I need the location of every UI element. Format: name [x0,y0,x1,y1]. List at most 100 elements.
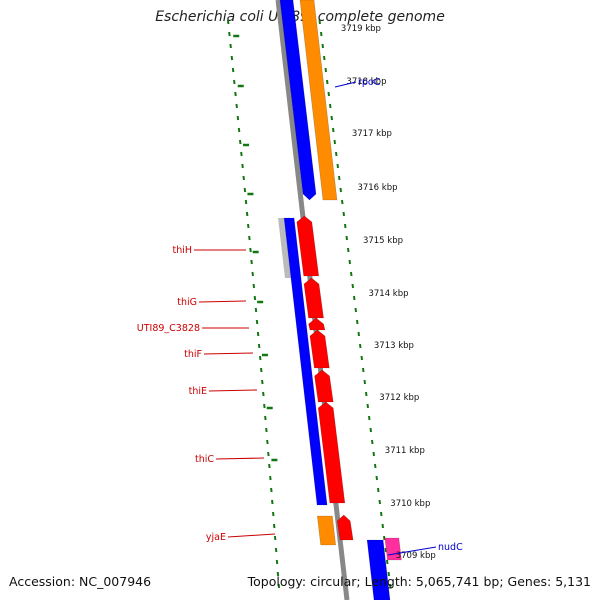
tick-label: 3716 kbp [357,183,397,193]
gc-dot-right [359,343,362,349]
genome-summary-text: Topology: circular; Length: 5,065,741 bp… [247,574,591,589]
tick-label: 3710 kbp [390,499,430,509]
feature-orange-rpoc [299,0,338,201]
gc-dot-left [234,91,237,97]
gc-dot-right [336,163,339,169]
tick-3717-kbp: 3717 kbp [352,129,392,139]
gc-dot-left [228,31,231,37]
gc-dot-left [238,139,242,145]
gc-dot-left [243,187,247,193]
gc-dot-right [387,571,390,577]
gc-dot-left [263,403,266,409]
gc-dot-right [338,175,341,181]
gene-name: thiG [177,297,197,308]
gc-dot-right [386,559,389,565]
gc-dot-left [248,235,251,241]
gc-dot-right [368,415,371,421]
gc-dot-right [365,391,368,397]
gc-dot-left [240,151,243,157]
gc-dot-left [226,19,230,25]
gene-label-rpoc: rpoC [334,77,381,88]
gc-dot-left [253,295,257,301]
gc-dot-right [345,235,348,241]
gc-dot-left [266,439,269,445]
cds-forward-rpoc [279,0,317,201]
leader-line [387,546,437,556]
tick-3715-kbp: 3715 kbp [363,236,403,246]
gc-dot-right [339,187,342,193]
gc-dot-right [353,295,356,301]
gc-dot-left [258,355,262,361]
gc-dot-left [264,415,267,421]
gc-dot-right [360,355,363,361]
gc-dot-right [372,451,375,457]
gc-dot-left [254,307,258,313]
gc-dot-right [354,307,357,313]
gc-dot-left [236,115,240,121]
gc-dot-right [329,103,332,109]
gc-dot-right [323,55,326,61]
cds-thig [303,277,324,319]
tick-3718-kbp: 3718 kbp [346,77,386,87]
leader-line [198,300,247,303]
gc-dot-right [335,151,338,157]
cds-uti89-c3828 [308,317,326,331]
gc-dot-left [260,367,263,373]
tick-3711-kbp: 3711 kbp [385,446,425,456]
gene-name: nudC [438,542,463,553]
gc-dot-right [377,487,380,493]
gc-dot-right [344,223,347,229]
kbp-ticks: 3719 kbp 3718 kbp 3717 kbp 3716 kbp 3715 kbp… [341,24,436,561]
gc-dot-left [241,163,244,169]
gc-dot-right [341,199,344,205]
gc-dot-right [380,511,383,517]
gc-dot-left [242,175,245,181]
gc-dot-right [366,403,369,409]
gc-dot-left [244,199,248,205]
gc-dot-left [235,103,238,109]
gc-dot-left [250,259,253,265]
gc-dot-left [251,271,254,277]
leader-line [208,389,258,392]
gc-dot-left [255,319,259,325]
gene-labels: thiH thiG UTI89_C3828 thiF thiE thiC yjaE rpoC n… [137,77,463,556]
gc-dot-left [229,43,232,49]
gc-dot-left [245,211,249,217]
gc-dot-right [363,379,366,385]
gc-dot-right [327,91,330,97]
tick-3716-kbp: 3716 kbp [357,183,397,193]
gc-dot-right [321,43,324,49]
gc-dot-left [257,343,261,349]
gc-dot-left [274,547,278,553]
gene-label-nudc: nudC [387,542,463,556]
gc-dot-left [276,571,280,577]
feature-tracks [278,0,402,600]
gc-dot-right [348,259,351,265]
gc-dot-right [369,427,372,433]
tick-label: 3712 kbp [379,393,419,403]
gc-dot-left [256,331,260,337]
gc-dot-right [371,439,374,445]
cds-thic [317,401,346,504]
cds-thif [309,329,330,369]
gene-label-thih: thiH [172,245,246,256]
gc-content-dots [226,19,392,589]
leader-line [227,533,276,538]
tick-label: 3718 kbp [346,77,386,87]
gene-name: thiF [184,349,202,360]
gc-dot-left [272,523,276,529]
tick-3713-kbp: 3713 kbp [374,341,414,351]
gc-dot-right [333,139,336,145]
cds-thih [296,215,320,277]
gc-dot-left [272,511,275,517]
cds-pseudo-gray [278,218,291,278]
gc-dot-right [332,127,335,133]
gc-dot-right [324,67,327,73]
tick-label: 3711 kbp [385,446,425,456]
gc-dot-right [374,463,377,469]
gc-dot-right [326,79,329,85]
gc-dot-left [265,427,268,433]
tick-3719-kbp: 3719 kbp [341,24,381,34]
gene-name: yjaE [206,532,226,543]
tick-label: 3714 kbp [368,289,408,299]
